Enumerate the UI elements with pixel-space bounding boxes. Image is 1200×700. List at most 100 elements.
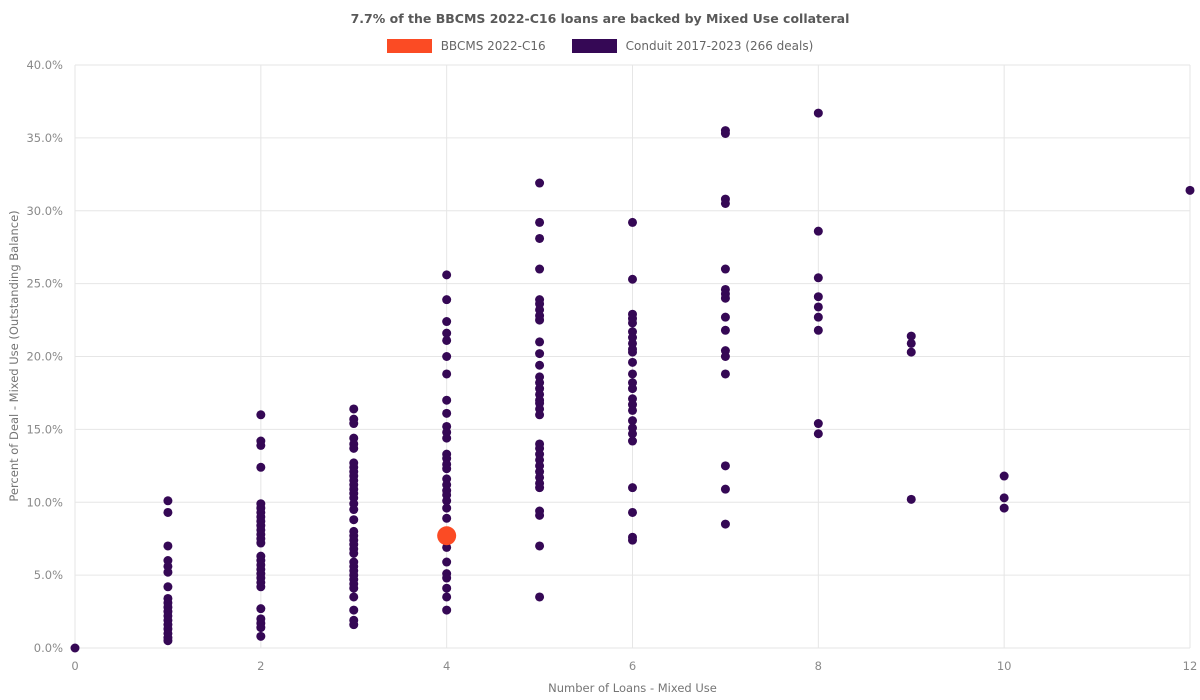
data-point <box>256 410 266 420</box>
data-point <box>535 592 545 602</box>
data-point <box>813 302 823 312</box>
data-point <box>349 605 359 615</box>
x-tick-label: 4 <box>443 659 450 673</box>
data-point <box>442 352 452 361</box>
data-point <box>349 419 359 429</box>
data-point <box>535 315 545 325</box>
data-point <box>349 620 359 630</box>
data-point <box>720 264 730 274</box>
data-point <box>535 410 545 420</box>
data-point <box>349 505 359 515</box>
data-point <box>720 484 730 494</box>
x-tick-label: 0 <box>71 659 78 673</box>
data-point <box>442 369 452 379</box>
data-point <box>628 369 637 379</box>
data-point <box>256 623 266 633</box>
y-tick-label: 25.0% <box>26 277 63 291</box>
data-point <box>163 507 173 517</box>
data-point <box>442 395 452 405</box>
data-point <box>163 636 173 646</box>
y-tick-label: 15.0% <box>26 422 63 436</box>
y-tick-label: 40.0% <box>26 58 63 72</box>
data-point <box>720 312 730 322</box>
data-point <box>535 510 545 520</box>
data-point <box>535 360 545 370</box>
data-point <box>813 273 823 283</box>
legend-label-conduit: Conduit 2017-2023 (266 deals) <box>625 39 814 53</box>
data-point <box>628 357 637 367</box>
data-point <box>535 217 545 227</box>
data-point <box>720 461 730 471</box>
x-tick-label: 12 <box>1183 659 1198 673</box>
data-point <box>349 443 359 453</box>
data-point <box>999 471 1009 481</box>
data-point <box>256 631 266 641</box>
data-point <box>535 483 545 493</box>
data-point <box>628 347 637 357</box>
data-point <box>535 233 545 243</box>
data-point <box>256 538 266 548</box>
y-tick-label: 20.0% <box>26 350 63 364</box>
data-point <box>442 433 452 443</box>
data-point <box>628 217 637 227</box>
data-point <box>813 108 823 118</box>
data-point <box>256 440 266 450</box>
data-point <box>906 331 916 341</box>
data-point <box>628 384 637 394</box>
y-tick-label: 10.0% <box>26 495 63 509</box>
data-point <box>442 542 452 552</box>
data-point <box>442 592 452 602</box>
data-point <box>442 270 452 280</box>
data-point <box>813 419 823 429</box>
x-tick-label: 10 <box>997 659 1012 673</box>
data-point <box>442 573 452 583</box>
data-point <box>535 337 545 347</box>
data-point <box>628 507 637 517</box>
data-point <box>437 526 457 546</box>
data-point <box>442 513 452 523</box>
data-point <box>628 405 637 415</box>
y-tick-label: 35.0% <box>26 131 63 145</box>
x-tick-label: 6 <box>629 659 636 673</box>
legend-label-bbcms: BBCMS 2022-C16 <box>440 39 546 53</box>
data-point <box>163 496 173 506</box>
data-point <box>999 503 1009 513</box>
data-point <box>535 264 545 274</box>
data-point <box>628 483 637 493</box>
data-point <box>628 535 637 545</box>
data-point <box>1185 185 1195 195</box>
data-point <box>628 318 637 328</box>
y-axis-title: Percent of Deal - Mixed Use (Outstanding… <box>7 210 21 502</box>
data-point <box>163 541 173 551</box>
data-point <box>70 643 80 653</box>
data-point <box>628 274 637 284</box>
data-point <box>720 369 730 379</box>
data-point <box>442 328 452 338</box>
data-point <box>628 436 637 446</box>
data-point <box>442 335 452 345</box>
data-point <box>628 416 637 426</box>
chart-title: 7.7% of the BBCMS 2022-C16 loans are bac… <box>350 11 850 26</box>
data-point <box>906 347 916 357</box>
data-point <box>349 515 359 525</box>
data-point <box>813 325 823 335</box>
data-point <box>535 541 545 551</box>
legend: BBCMS 2022-C16 Conduit 2017-2023 (266 de… <box>0 39 1200 53</box>
data-point <box>442 317 452 327</box>
data-point <box>163 582 173 592</box>
data-point <box>999 493 1009 503</box>
data-point <box>720 352 730 361</box>
data-point <box>813 312 823 322</box>
data-point <box>442 464 452 474</box>
legend-item-bbcms: BBCMS 2022-C16 <box>386 39 546 53</box>
y-tick-label: 5.0% <box>34 568 63 582</box>
y-tick-label: 0.0% <box>34 641 63 655</box>
x-axis-title: Number of Loans - Mixed Use <box>548 681 717 695</box>
y-tick-label: 30.0% <box>26 204 63 218</box>
data-point <box>349 583 359 593</box>
data-point <box>906 494 916 504</box>
data-point <box>442 557 452 567</box>
data-point <box>720 129 730 139</box>
data-point <box>628 429 637 439</box>
